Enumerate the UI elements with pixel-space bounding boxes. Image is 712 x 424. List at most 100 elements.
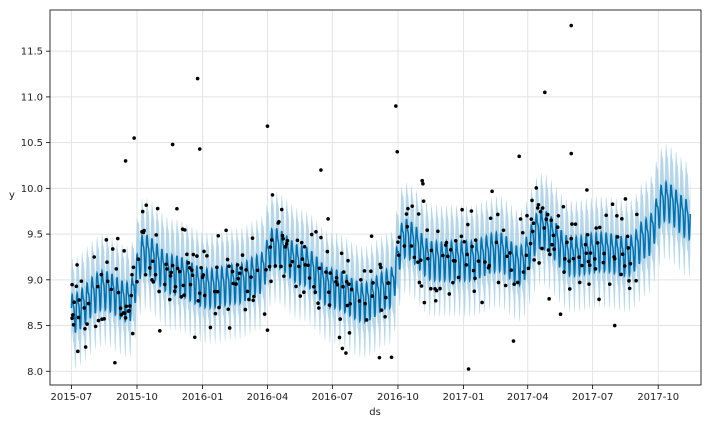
observed-point	[297, 264, 301, 269]
observed-point	[446, 254, 450, 259]
observed-point	[592, 257, 597, 261]
observed-points	[70, 23, 639, 371]
observed-point	[496, 280, 501, 285]
observed-point	[313, 290, 318, 295]
observed-point	[225, 257, 230, 262]
observed-point	[483, 260, 487, 264]
observed-point	[460, 207, 464, 212]
observed-point	[503, 283, 508, 288]
observed-point	[298, 294, 303, 298]
observed-point	[201, 273, 206, 277]
observed-point	[594, 226, 598, 230]
observed-point	[379, 265, 383, 270]
x-tick-label: 2016-07	[311, 392, 353, 403]
observed-point	[255, 268, 260, 273]
observed-point	[472, 289, 477, 294]
observed-point	[465, 252, 469, 257]
observed-point	[280, 233, 285, 238]
observed-point	[429, 248, 434, 253]
observed-outlier-point	[340, 346, 345, 351]
observed-point	[295, 238, 300, 243]
observed-point	[471, 268, 476, 273]
observed-point	[177, 269, 182, 274]
x-tick-label: 2017-04	[507, 392, 549, 403]
observed-point	[453, 238, 458, 243]
observed-point	[283, 245, 288, 249]
observed-point	[501, 228, 506, 233]
observed-point	[612, 256, 617, 261]
observed-point	[273, 264, 278, 268]
observed-point	[571, 256, 576, 261]
observed-point	[349, 287, 354, 292]
observed-point	[105, 279, 110, 284]
observed-point	[118, 306, 123, 311]
observed-point	[92, 255, 97, 259]
observed-point	[620, 217, 624, 221]
observed-point	[546, 248, 551, 252]
observed-point	[122, 249, 126, 253]
observed-point	[83, 345, 88, 349]
observed-point	[95, 284, 100, 289]
observed-point	[426, 256, 430, 261]
observed-point	[251, 298, 256, 303]
observed-point	[77, 298, 82, 302]
uncertainty-band-area	[71, 143, 691, 370]
observed-point	[620, 252, 625, 256]
x-tick-label: 2016-01	[182, 392, 224, 403]
observed-point	[549, 218, 554, 222]
observed-point	[151, 280, 156, 284]
observed-point	[584, 251, 588, 256]
observed-point	[250, 236, 255, 240]
observed-point	[217, 305, 221, 310]
y-axis-ticks: 8.0 8.5 9.0 9.5 10.0 10.5 11.0 11.5	[21, 47, 50, 378]
observed-point	[597, 297, 601, 302]
observed-point	[158, 329, 162, 333]
y-axis-label: y	[9, 190, 15, 201]
observed-point	[290, 259, 295, 264]
observed-point	[205, 254, 209, 258]
observed-point	[532, 258, 536, 262]
observed-point	[379, 308, 384, 312]
observed-point	[563, 257, 567, 261]
observed-point	[277, 219, 281, 224]
observed-point	[565, 240, 569, 245]
observed-outlier-point	[421, 181, 425, 186]
observed-point	[348, 301, 352, 306]
observed-point	[540, 246, 544, 251]
observed-point	[518, 217, 523, 221]
observed-point	[410, 204, 415, 208]
observed-point	[509, 268, 514, 272]
observed-point	[369, 234, 374, 238]
observed-point	[302, 290, 306, 294]
observed-outlier-point	[394, 104, 398, 108]
observed-point	[317, 266, 322, 271]
observed-point	[548, 252, 552, 257]
observed-point	[75, 263, 79, 267]
observed-point	[389, 355, 394, 360]
observed-outlier-point	[170, 142, 175, 147]
observed-point	[569, 236, 574, 241]
observed-point	[525, 213, 529, 218]
observed-point	[216, 234, 221, 238]
observed-point	[155, 206, 160, 211]
observed-point	[487, 263, 492, 268]
observed-point	[359, 278, 363, 282]
observed-point	[447, 292, 452, 296]
observed-point	[534, 186, 539, 190]
observed-point	[512, 282, 516, 286]
observed-point	[173, 285, 178, 289]
observed-point	[615, 235, 620, 239]
y-tick-label: 9.0	[27, 275, 43, 286]
observed-point	[386, 281, 391, 285]
observed-point	[397, 235, 402, 240]
observed-point	[488, 216, 493, 221]
observed-point	[530, 198, 534, 203]
observed-point	[328, 271, 333, 275]
observed-point	[416, 260, 420, 264]
observed-point	[316, 301, 320, 306]
observed-point	[404, 212, 409, 216]
observed-point	[462, 239, 467, 244]
y-tick-label: 9.5	[27, 230, 43, 241]
observed-point	[345, 303, 350, 308]
observed-point	[577, 255, 581, 259]
